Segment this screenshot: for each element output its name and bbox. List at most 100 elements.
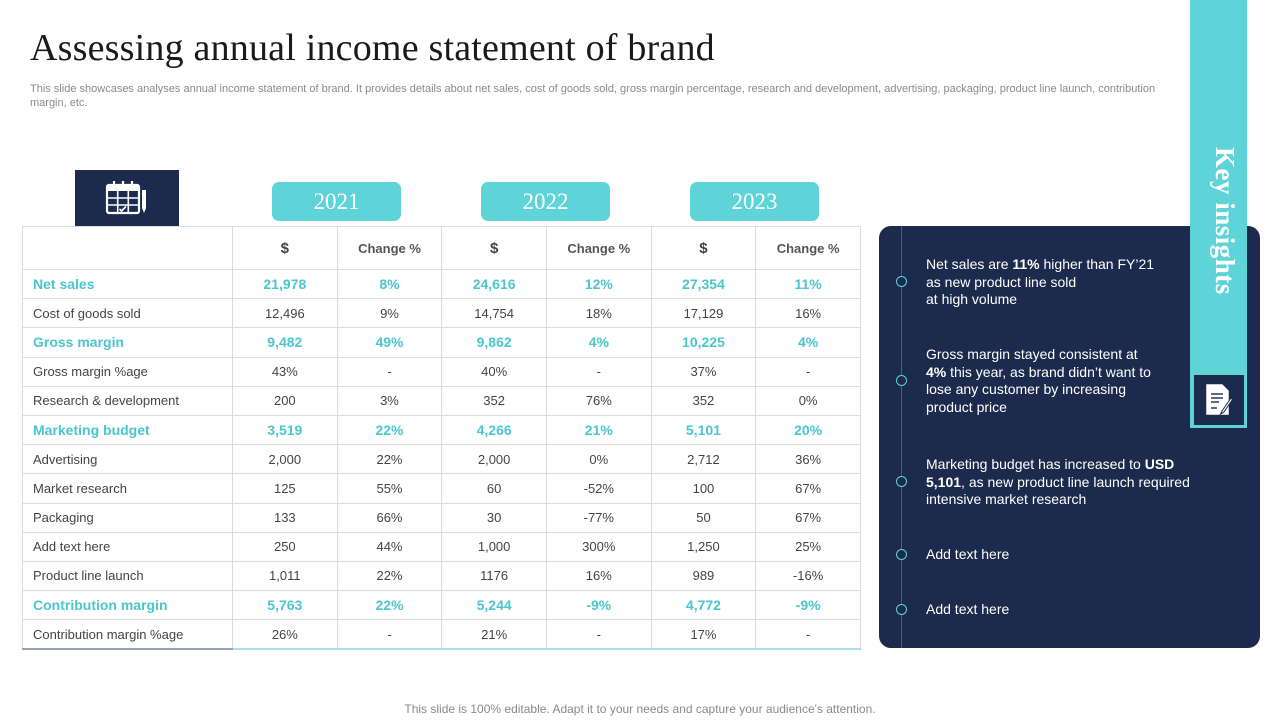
income-statement-table: $ Change % $ Change % $ Change % Net sal… [22,226,861,650]
change-cell: -9% [755,590,861,621]
key-insights-strip [1190,0,1247,428]
value-cell: 352 [441,385,547,416]
value-cell: 4,266 [441,414,547,446]
value-cell: 4,772 [650,590,757,621]
value-cell: 352 [650,385,757,416]
value-cell: 30 [441,502,547,533]
change-cell: - [336,356,443,387]
header-dollar-2021: $ [232,226,338,270]
change-cell: 12% [545,268,652,300]
change-cell: 49% [336,327,443,358]
row-label: Net sales [22,268,233,300]
row-label: Research & development [22,385,233,416]
value-cell: 43% [232,356,338,387]
value-cell: 17,129 [650,298,757,329]
value-cell: 17% [650,619,757,650]
value-cell: 100 [650,473,757,504]
change-cell: 22% [336,560,443,592]
row-label: Market research [22,473,233,504]
row-label: Gross margin [22,327,233,358]
header-dollar-2022: $ [441,226,547,270]
table-row: Advertising 2,000 22% 2,000 0% 2,712 36% [22,444,861,475]
row-label: Contribution margin [22,590,233,621]
table-row: Net sales 21,978 8% 24,616 12% 27,354 11% [22,268,861,300]
header-change-2021: Change % [336,226,443,270]
value-cell: 250 [232,531,338,562]
change-cell: 0% [755,385,861,416]
key-insights-heading: Key insights [1210,147,1240,295]
document-edit-icon [1206,384,1234,416]
table-row: Packaging 133 66% 30 -77% 50 67% [22,502,861,533]
change-cell: 0% [545,444,652,475]
value-cell: 50 [650,502,757,533]
header-dollar-2023: $ [650,226,757,270]
change-cell: 55% [336,473,443,504]
timeline-dot [896,549,907,560]
change-cell: 9% [336,298,443,329]
insight-text: Marketing budget has increased to USD 5,1… [926,456,1190,507]
table-row: Product line launch 1,011 22% 1176 16% 989 -16… [22,560,861,592]
table-row: Gross margin 9,482 49% 9,862 4% 10,225 4% [22,327,861,358]
change-cell: 25% [755,531,861,562]
change-cell: 44% [336,531,443,562]
document-badge [1194,375,1244,425]
value-cell: 1,011 [232,560,338,592]
timeline-dot [896,604,907,615]
row-label: Advertising [22,444,233,475]
change-cell: 18% [545,298,652,329]
row-label: Marketing budget [22,414,233,446]
timeline-dot [896,276,907,287]
table-header-row: $ Change % $ Change % $ Change % [22,226,861,270]
change-cell: 36% [755,444,861,475]
row-label: Add text here [22,531,233,562]
value-cell: 5,763 [232,590,338,621]
change-cell: -52% [545,473,652,504]
row-label: Product line launch [22,560,233,592]
value-cell: 60 [441,473,547,504]
value-cell: 3,519 [232,414,338,446]
year-badge-2023: 2023 [690,182,819,221]
change-cell: -77% [545,502,652,533]
value-cell: 21% [441,619,547,650]
change-cell: 22% [336,414,443,446]
value-cell: 125 [232,473,338,504]
value-cell: 989 [650,560,757,592]
header-change-2022: Change % [545,226,652,270]
footer-note: This slide is 100% editable. Adapt it to… [404,702,876,716]
change-cell: - [755,619,861,650]
table-row: Contribution margin %age 26% -21% -17% - [22,619,861,650]
insight-text: Add text here [926,601,1010,617]
row-label: Contribution margin %age [22,619,233,650]
change-cell: 3% [336,385,443,416]
value-cell: 133 [232,502,338,533]
table-row: Gross margin %age 43% -40% -37% - [22,356,861,387]
row-label: Cost of goods sold [22,298,233,329]
change-cell: 76% [545,385,652,416]
value-cell: 5,101 [650,414,757,446]
table-row: Add text here 250 44% 1,000 300% 1,250 25% [22,531,861,562]
change-cell: -9% [545,590,652,621]
change-cell: - [336,619,443,650]
page-title: Assessing annual income statement of bra… [30,27,715,69]
change-cell: 20% [755,414,861,446]
year-badge-2022: 2022 [481,182,610,221]
change-cell: 300% [545,531,652,562]
value-cell: 1,000 [441,531,547,562]
value-cell: 21,978 [232,268,338,300]
value-cell: 1176 [441,560,547,592]
calendar-icon [105,181,146,215]
change-cell: 67% [755,502,861,533]
header-change-2023: Change % [755,226,861,270]
row-label: Packaging [22,502,233,533]
value-cell: 40% [441,356,547,387]
value-cell: 200 [232,385,338,416]
change-cell: - [755,356,861,387]
change-cell: 8% [336,268,443,300]
insight-text: Gross margin stayed consistent at 4% this… [926,346,1151,415]
change-cell: 16% [545,560,652,592]
value-cell: 14,754 [441,298,547,329]
change-cell: -16% [755,560,861,592]
change-cell: 67% [755,473,861,504]
table-row: Marketing budget 3,519 22% 4,266 21% 5,101 20% [22,414,861,446]
change-cell: - [545,356,652,387]
